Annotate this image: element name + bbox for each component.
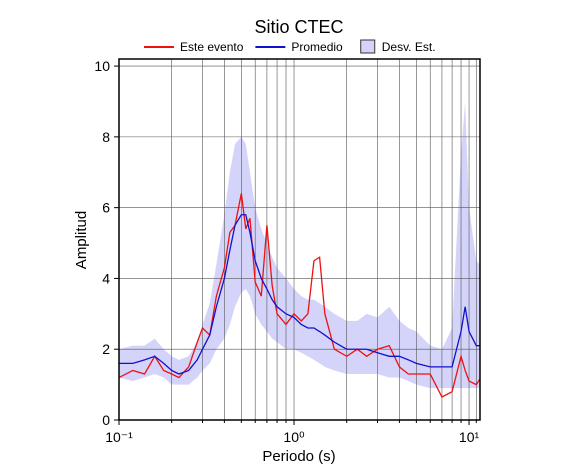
y-tick-label: 6 [102, 200, 110, 216]
x-axis-label: Periodo (s) [262, 448, 335, 465]
x-tick-label: 10¹ [459, 429, 480, 445]
y-tick-label: 4 [102, 270, 110, 286]
plot-frame [118, 58, 481, 421]
chart-title: Sitio CTEC [254, 17, 343, 37]
y-tick-label: 0 [102, 412, 110, 428]
series-line [119, 214, 480, 375]
x-tick-label: 10⁻¹ [105, 429, 133, 445]
legend-label: Desv. Est. [382, 40, 436, 54]
legend-label: Promedio [291, 40, 343, 54]
std-band [119, 101, 480, 389]
y-tick-label: 10 [94, 58, 110, 74]
series-line [118, 193, 481, 398]
y-tick-label: 8 [102, 129, 110, 145]
legend-swatch [360, 39, 376, 54]
x-tick-label: 10⁰ [283, 429, 305, 445]
y-axis-label: Amplitud [73, 211, 90, 269]
y-tick-label: 2 [102, 341, 110, 357]
legend-label: Este evento [180, 40, 244, 54]
